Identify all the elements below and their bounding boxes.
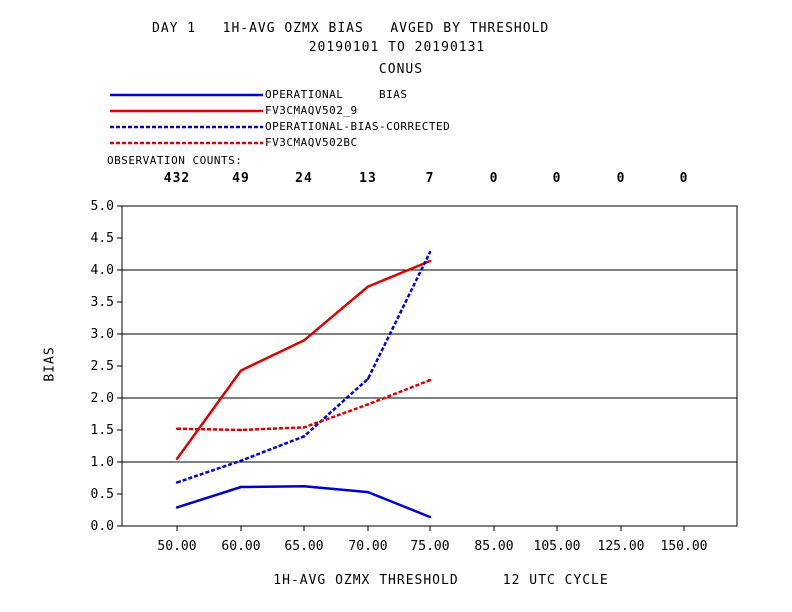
series-line-operational-bias	[176, 485, 431, 519]
obs-count-70: 13	[359, 171, 377, 186]
x-tick-label-5: 85.00	[474, 539, 513, 554]
data-point-fv3cmaqv502bc-1	[239, 428, 243, 432]
observation-counts-header: OBSERVATION COUNTS:	[107, 154, 243, 167]
obs-count-85: 0	[489, 171, 499, 186]
obs-count-105: 0	[552, 171, 562, 186]
data-point-operational-bias-corrected-4	[428, 250, 432, 254]
data-point-operational-bias-1	[239, 485, 243, 489]
tick-layer: 0.0 0.5 1.0 1.5 2.0 2.5 3.0 3.5 4.0 4.5 5.0 50.00 60…	[91, 199, 708, 554]
legend-label-fv3cmaqv502bc: FV3CMAQV502BC	[265, 136, 358, 149]
chart-title-line2: 20190101 TO 20190131	[308, 40, 486, 55]
x-tick-label-7: 125.00	[598, 539, 645, 554]
data-point-fv3cmaqv502-9-3	[366, 285, 370, 288]
y-tick-label-2: 1.0	[91, 455, 114, 470]
x-tick-label-3: 70.00	[348, 539, 387, 554]
data-point-operational-bias-4	[428, 515, 432, 519]
data-point-operational-bias-corrected-2	[302, 435, 306, 438]
chart-title-line3: CONUS	[378, 62, 424, 77]
x-tick-label-4: 75.00	[410, 539, 449, 554]
data-point-fv3cmaqv502bc-0	[175, 427, 179, 430]
x-tick-label-8: 150.00	[661, 539, 708, 554]
series-line-operational-bias-corrected	[176, 251, 432, 484]
y-tick-label-5: 2.5	[91, 359, 114, 374]
data-point-operational-bias-3	[366, 490, 370, 494]
x-tick-label-2: 65.00	[284, 539, 323, 554]
y-tick-label-9: 4.5	[91, 231, 114, 246]
data-point-operational-bias-corrected-3	[366, 377, 370, 380]
obs-count-60: 49	[232, 171, 250, 186]
data-point-fv3cmaqv502bc-2	[302, 426, 306, 429]
legend-label-operational: OPERATIONAL BIAS	[265, 88, 408, 101]
data-point-fv3cmaqv502bc-4	[428, 378, 432, 382]
y-tick-label-4: 2.0	[91, 391, 114, 406]
y-tick-label-3: 1.5	[91, 423, 114, 438]
data-point-fv3cmaqv502bc-3	[366, 403, 370, 406]
data-point-operational-bias-2	[302, 485, 306, 488]
x-axis-label: 1H-AVG OZMX THRESHOLD 12 UTC CYCLE	[273, 573, 609, 588]
data-point-operational-bias-0	[175, 506, 179, 509]
y-tick-label-1: 0.5	[91, 487, 114, 502]
legend-label-fv3cmaqv502-9: FV3CMAQV502_9	[265, 104, 358, 117]
x-tick-label-6: 105.00	[534, 539, 581, 554]
data-point-operational-bias-corrected-1	[239, 459, 243, 462]
y-tick-label-0: 0.0	[91, 519, 114, 534]
data-point-operational-bias-corrected-0	[175, 481, 179, 484]
x-tick-label-0: 50.00	[157, 539, 196, 554]
obs-count-125: 0	[616, 171, 626, 186]
series-layer	[175, 250, 432, 519]
x-tick-label-1: 60.00	[221, 539, 260, 554]
obs-count-150: 0	[679, 171, 689, 186]
data-point-fv3cmaqv502-9-1	[239, 369, 243, 372]
y-tick-label-6: 3.0	[91, 327, 114, 342]
obs-count-75: 7	[425, 171, 435, 186]
legend-label-operational-bias-corrected: OPERATIONAL-BIAS-CORRECTED	[265, 120, 451, 133]
obs-count-65: 24	[295, 171, 313, 186]
data-point-fv3cmaqv502-9-2	[302, 339, 306, 342]
y-tick-label-7: 3.5	[91, 295, 114, 310]
obs-count-50: 432	[163, 171, 191, 186]
chart-title-line1: DAY 1 1H-AVG OZMX BIAS AVGED BY THRESHOL…	[152, 21, 550, 36]
data-point-fv3cmaqv502-9-0	[175, 457, 179, 460]
data-point-fv3cmaqv502-9-4	[428, 259, 432, 263]
y-tick-label-8: 4.0	[91, 263, 114, 278]
y-tick-label-10: 5.0	[91, 199, 114, 214]
